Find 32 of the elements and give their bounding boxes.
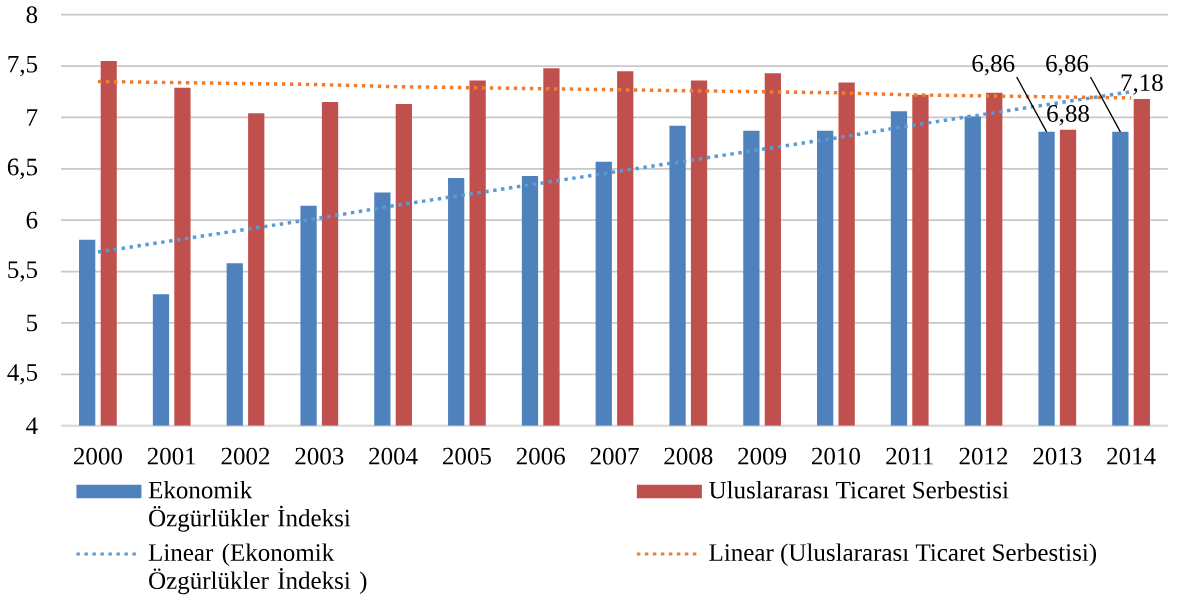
legend-label: Linear (Ekonomik Özgürlükler İndeksi ) <box>148 543 367 595</box>
x-tick-label: 2005 <box>443 447 491 465</box>
x-tick-label: 2001 <box>147 447 196 465</box>
data-label: 6,86 <box>1046 54 1089 76</box>
x-tick-label: 2014 <box>1107 447 1156 465</box>
data-label: 6,88 <box>1047 105 1089 126</box>
y-tick-label: 4 <box>26 417 38 434</box>
x-tick-label: 2009 <box>738 447 787 465</box>
data-label: 7,18 <box>1121 74 1163 95</box>
x-tick-label: 2007 <box>590 447 639 465</box>
x-tick-label: 2003 <box>295 447 344 465</box>
y-tick-label: 6 <box>26 211 38 229</box>
y-tick-label: 5,5 <box>8 261 38 282</box>
x-tick-label: 2013 <box>1033 447 1082 465</box>
x-tick-label: 2010 <box>812 447 860 465</box>
legend-label: Linear (Uluslararası Ticaret Serbestisi) <box>709 543 1097 567</box>
x-tick-label: 2002 <box>221 447 270 465</box>
x-tick-label: 2011 <box>886 447 933 465</box>
y-tick-label: 4,5 <box>7 364 38 385</box>
x-tick-label: 2004 <box>369 447 418 465</box>
y-tick-label: 8 <box>26 6 38 24</box>
legend-label: Ekonomik Özgürlükler İndeksi <box>148 480 351 532</box>
x-tick-label: 2006 <box>516 447 565 465</box>
x-tick-label: 2008 <box>664 447 713 465</box>
data-label: 6,86 <box>972 54 1015 76</box>
y-tick-label: 7,5 <box>8 55 38 77</box>
x-tick-label: 2012 <box>959 447 1008 465</box>
x-tick-label: 2000 <box>74 447 122 465</box>
y-tick-label: 5 <box>27 314 38 332</box>
y-tick-label: 7 <box>27 109 38 126</box>
legend-label: Uluslararası Ticaret Serbestisi <box>709 480 1009 499</box>
y-tick-label: 6,5 <box>7 158 38 180</box>
